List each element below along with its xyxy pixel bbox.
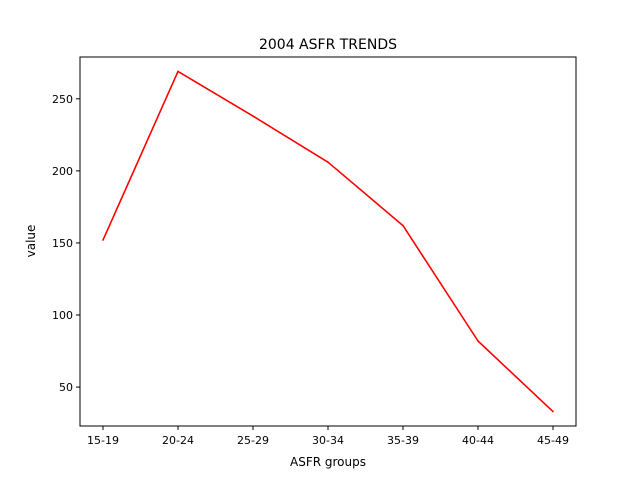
data-point bbox=[402, 224, 404, 227]
chart-title: 2004 ASFR TRENDS bbox=[259, 37, 397, 53]
plot-frame bbox=[79, 56, 577, 427]
y-tick-label: 150 bbox=[52, 237, 73, 250]
y-axis: 50 100 150 200 250 bbox=[52, 93, 80, 394]
x-axis-label: ASFR groups bbox=[290, 455, 366, 469]
data-point bbox=[252, 115, 254, 117]
x-tick-label: 35-39 bbox=[387, 434, 419, 447]
x-axis: 15-19 20-24 25-29 30-34 35-39 40-44 45-49 bbox=[87, 426, 569, 447]
y-tick-label: 200 bbox=[52, 165, 73, 178]
data-point bbox=[102, 239, 104, 241]
y-tick-label: 100 bbox=[52, 309, 73, 322]
data-point bbox=[477, 340, 479, 342]
data-point bbox=[552, 410, 554, 413]
x-tick-label: 20-24 bbox=[162, 434, 194, 447]
x-tick-label: 25-29 bbox=[237, 434, 269, 447]
x-tick-label: 40-44 bbox=[462, 434, 494, 447]
x-tick-label: 15-19 bbox=[87, 434, 119, 447]
series-layer bbox=[102, 70, 554, 413]
x-tick-label: 30-34 bbox=[312, 434, 344, 447]
data-point bbox=[177, 70, 179, 73]
series-line bbox=[102, 70, 554, 413]
y-axis-label: value bbox=[24, 225, 38, 258]
x-tick-label: 45-49 bbox=[537, 434, 569, 447]
y-tick-label: 50 bbox=[59, 381, 73, 394]
y-tick-label: 250 bbox=[52, 93, 73, 106]
data-point bbox=[327, 161, 329, 164]
